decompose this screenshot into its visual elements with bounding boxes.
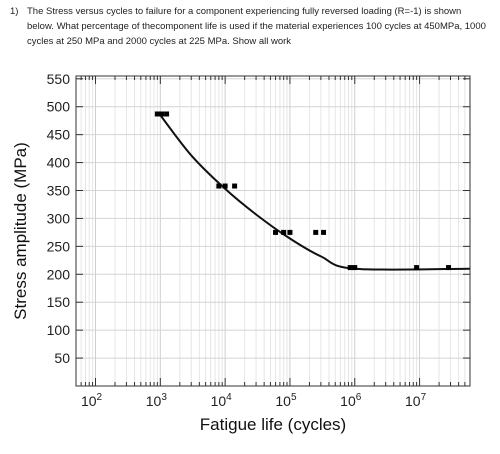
data-point bbox=[347, 265, 353, 271]
plot-frame bbox=[75, 75, 471, 387]
y-tick-label: 100 bbox=[47, 322, 71, 338]
question-body: The Stress versus cycles to failure for … bbox=[27, 6, 486, 47]
y-tick-label: 250 bbox=[47, 238, 71, 254]
question-number: 1) bbox=[10, 6, 19, 17]
x-tick-labels: 102 103 104 105 106 107 bbox=[81, 392, 427, 409]
x-tick-label: 102 bbox=[81, 392, 103, 409]
y-tick-label: 350 bbox=[47, 183, 71, 199]
data-point bbox=[232, 183, 238, 189]
y-tick-label: 450 bbox=[47, 127, 71, 143]
data-point bbox=[446, 265, 452, 271]
x-axis-title: Fatigue life (cycles) bbox=[200, 415, 346, 434]
data-point bbox=[287, 229, 293, 235]
y-tick-label: 200 bbox=[47, 266, 71, 282]
y-tick-label: 550 bbox=[47, 71, 71, 87]
data-point bbox=[216, 183, 222, 189]
data-points bbox=[154, 111, 452, 271]
data-point bbox=[321, 229, 327, 235]
x-tick-label: 106 bbox=[340, 392, 362, 409]
grid bbox=[76, 76, 470, 386]
data-point bbox=[313, 229, 319, 235]
plot-border bbox=[75, 75, 471, 387]
x-tick-label: 103 bbox=[146, 392, 168, 409]
data-point bbox=[164, 111, 170, 117]
x-tick-label: 105 bbox=[275, 392, 297, 409]
data-point bbox=[273, 229, 279, 235]
data-point bbox=[154, 111, 160, 117]
y-tick-label: 50 bbox=[54, 350, 70, 366]
axis-ticks bbox=[76, 76, 470, 386]
y-tick-label: 150 bbox=[47, 294, 71, 310]
data-point bbox=[222, 183, 228, 189]
y-tick-labels: 50 100 150 200 250 300 350 400 450 500 550 bbox=[47, 71, 71, 366]
x-tick-label: 107 bbox=[405, 392, 427, 409]
x-tick-label: 104 bbox=[211, 392, 233, 409]
data-point bbox=[352, 265, 358, 271]
data-point bbox=[159, 111, 165, 117]
y-tick-label: 400 bbox=[47, 155, 71, 171]
y-tick-label: 300 bbox=[47, 210, 71, 226]
data-point bbox=[281, 229, 287, 235]
y-tick-label: 500 bbox=[47, 99, 71, 115]
data-point bbox=[414, 265, 420, 271]
y-axis-title: Stress amplitude (MPa) bbox=[11, 142, 30, 320]
